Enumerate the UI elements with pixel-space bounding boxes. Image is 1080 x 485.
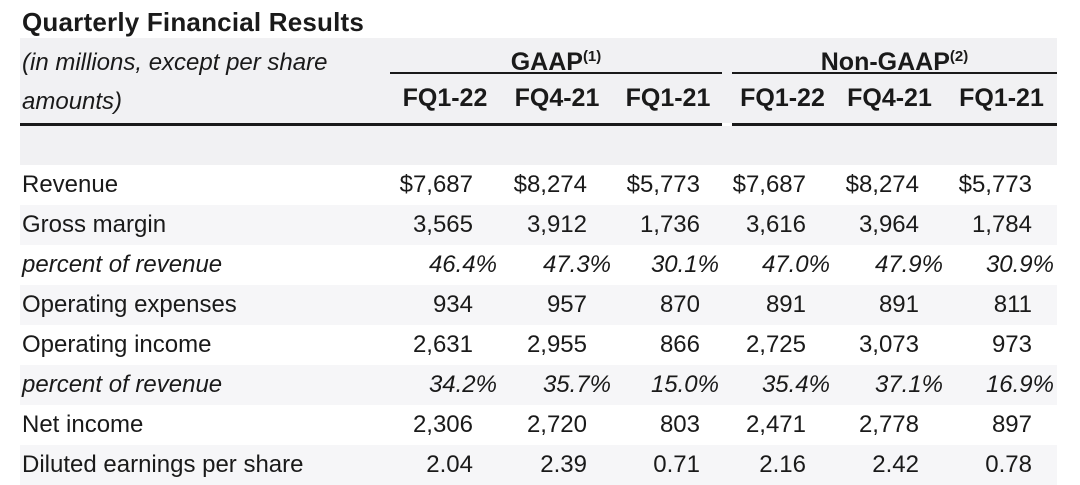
row-label: Diluted earnings per share (22, 451, 304, 478)
value-cell: 37.1% (874, 371, 943, 398)
non-gaap-column-headers: FQ1-22 FQ4-21 FQ1-21 (732, 74, 1057, 121)
value-cell: 2,631 (412, 331, 473, 358)
value-cell: 2.16 (759, 451, 806, 478)
value-cell: 957 (546, 291, 587, 318)
subtitle-line-2: amounts) (22, 88, 123, 115)
table-row-percent-of-revenue-operating: percent of revenue 34.2% 35.7% 15.0% 35.… (20, 365, 1057, 405)
column-header-non-gaap-fq1-21: FQ1-21 (959, 84, 1044, 112)
value-cell: 16.9% (985, 371, 1054, 398)
value-cell: 34.2% (428, 371, 497, 398)
value-cell: 35.4% (761, 371, 830, 398)
value-cell: $8,274 (513, 171, 587, 198)
non-gaap-group-label: Non-GAAP(2) (732, 38, 1057, 76)
row-label: Gross margin (22, 211, 167, 238)
row-label: Revenue (22, 171, 119, 198)
value-cell: $7,687 (399, 171, 473, 198)
header-divider (20, 123, 1057, 126)
table-header: (in millions, except per share amounts) … (20, 38, 1057, 123)
value-cell: 2.04 (426, 451, 473, 478)
gaap-label-text: GAAP (510, 48, 583, 76)
row-label: percent of revenue (22, 371, 223, 398)
row-label: Operating income (22, 331, 212, 358)
column-header-gaap-fq4-21: FQ4-21 (514, 84, 600, 112)
value-cell: 973 (991, 331, 1032, 358)
gaap-column-headers: FQ1-22 FQ4-21 FQ1-21 (390, 74, 722, 121)
gaap-group-header: GAAP(1) FQ1-22 FQ4-21 FQ1-21 (390, 38, 722, 123)
gaap-footnote-marker: (1) (582, 48, 602, 65)
table-row-gross-margin: Gross margin 3,565 3,912 1,736 3,616 3,9… (20, 205, 1057, 245)
value-cell: 1,736 (639, 211, 700, 238)
table-row-net-income: Net income 2,306 2,720 803 2,471 2,778 8… (20, 405, 1057, 445)
subtitle-line-1: (in millions, except per share (22, 49, 328, 76)
gaap-group-label: GAAP(1) (390, 38, 722, 76)
table-row-operating-income: Operating income 2,631 2,955 866 2,725 3… (20, 325, 1057, 365)
column-header-gaap-fq1-22: FQ1-22 (402, 84, 488, 112)
value-cell: 15.0% (650, 371, 719, 398)
value-cell: 47.0% (761, 251, 830, 278)
value-cell: 934 (432, 291, 473, 318)
value-cell: 0.78 (985, 451, 1032, 478)
value-cell: $5,773 (958, 171, 1032, 198)
value-cell: 870 (659, 291, 700, 318)
value-cell: 891 (765, 291, 806, 318)
value-cell: $8,274 (845, 171, 919, 198)
value-cell: 2,955 (526, 331, 587, 358)
divider-gap (722, 123, 732, 126)
value-cell: 3,964 (858, 211, 919, 238)
value-cell: 1,784 (971, 211, 1032, 238)
value-cell: 866 (659, 331, 700, 358)
value-cell: 3,565 (412, 211, 473, 238)
column-header-gaap-fq1-21: FQ1-21 (625, 84, 711, 112)
value-cell: 0.71 (653, 451, 700, 478)
value-cell: 2,471 (745, 411, 806, 438)
value-cell: 3,073 (858, 331, 919, 358)
divider-right-segment (732, 123, 1057, 126)
table-row-operating-expenses: Operating expenses 934 957 870 891 891 8… (20, 285, 1057, 325)
non-gaap-footnote-marker: (2) (949, 48, 969, 65)
value-cell: 35.7% (542, 371, 611, 398)
value-cell: 46.4% (428, 251, 497, 278)
value-cell: $5,773 (626, 171, 700, 198)
page-title: Quarterly Financial Results (22, 7, 365, 37)
value-cell: 803 (659, 411, 700, 438)
value-cell: 811 (993, 291, 1032, 318)
row-label: percent of revenue (22, 251, 223, 278)
financial-results-table: (in millions, except per share amounts) … (20, 38, 1057, 485)
group-gap (722, 38, 732, 123)
spacer-row (20, 126, 1057, 165)
table-subtitle: (in millions, except per share amounts) (20, 38, 390, 123)
value-cell: 2.39 (540, 451, 587, 478)
divider-left-segment (20, 123, 722, 126)
value-cell: $7,687 (732, 171, 806, 198)
value-cell: 2,725 (745, 331, 806, 358)
value-cell: 2,306 (412, 411, 473, 438)
non-gaap-label-text: Non-GAAP (820, 48, 950, 76)
value-cell: 47.9% (874, 251, 943, 278)
value-cell: 3,912 (526, 211, 587, 238)
value-cell: 47.3% (542, 251, 611, 278)
non-gaap-group-header: Non-GAAP(2) FQ1-22 FQ4-21 FQ1-21 (732, 38, 1057, 123)
row-label: Net income (22, 411, 144, 438)
value-cell: 897 (991, 411, 1032, 438)
column-header-non-gaap-fq1-22: FQ1-22 (740, 84, 825, 112)
column-header-non-gaap-fq4-21: FQ4-21 (847, 84, 932, 112)
value-cell: 2,778 (858, 411, 919, 438)
value-cell: 30.1% (650, 251, 719, 278)
value-cell: 2,720 (526, 411, 587, 438)
table-row-diluted-eps: Diluted earnings per share 2.04 2.39 0.7… (20, 445, 1057, 485)
value-cell: 3,616 (745, 211, 806, 238)
table-row-percent-of-revenue-gross: percent of revenue 46.4% 47.3% 30.1% 47.… (20, 245, 1057, 285)
table-row-revenue: Revenue $7,687 $8,274 $5,773 $7,687 $8,2… (20, 165, 1057, 205)
value-cell: 891 (878, 291, 919, 318)
row-label: Operating expenses (22, 291, 237, 318)
value-cell: 30.9% (985, 251, 1054, 278)
value-cell: 2.42 (872, 451, 919, 478)
